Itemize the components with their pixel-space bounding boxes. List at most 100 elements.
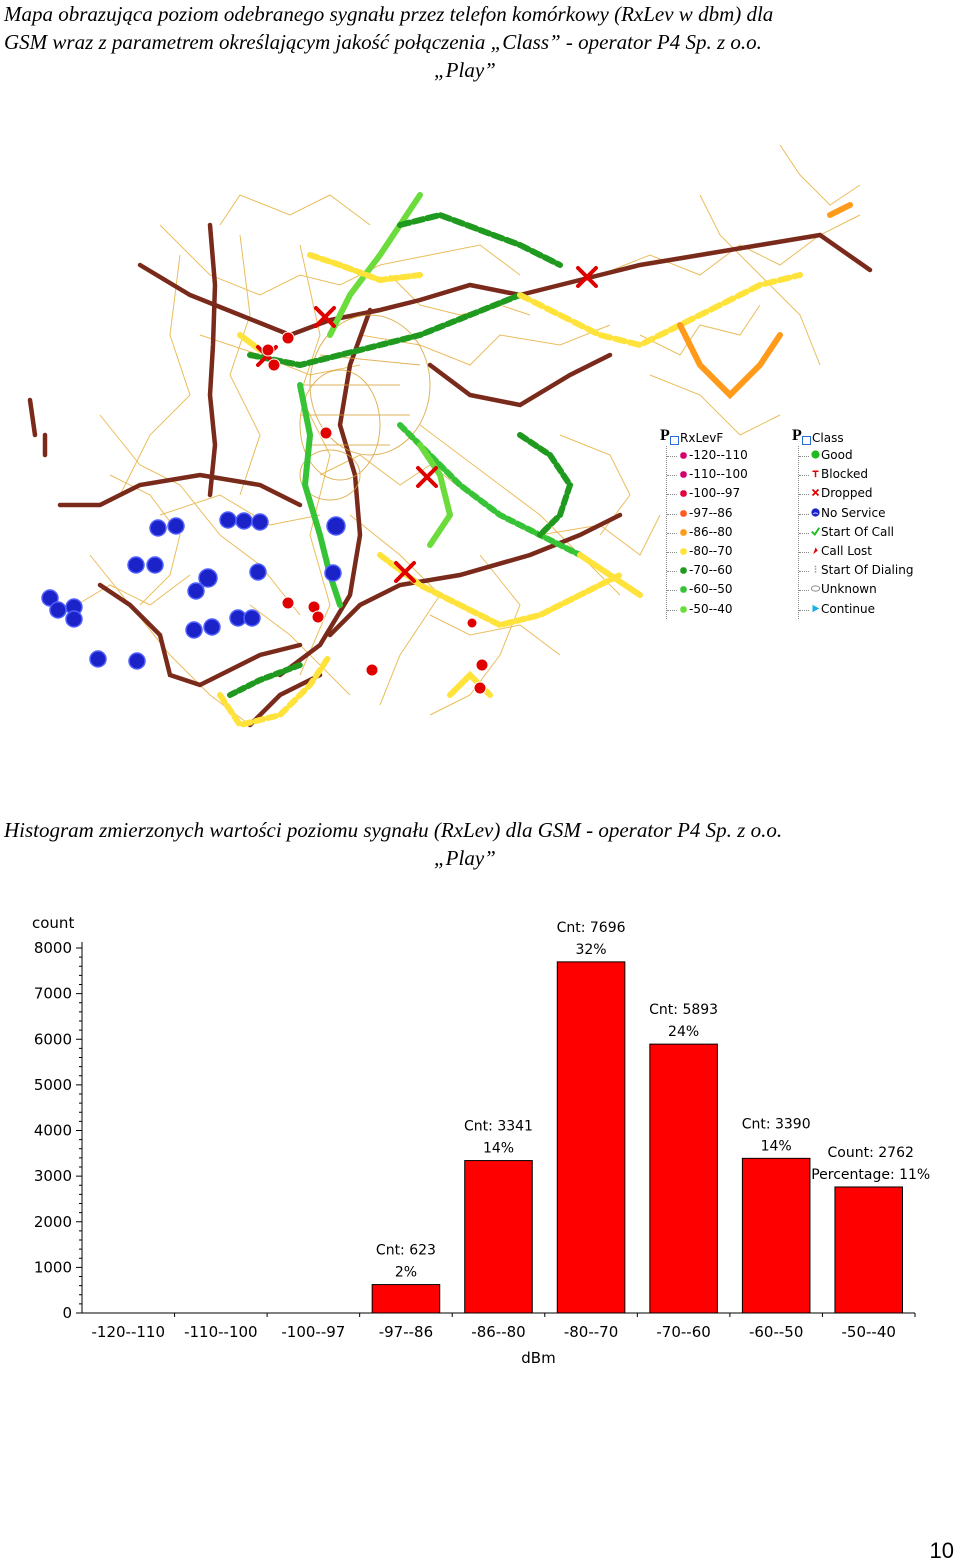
color-swatch-icon xyxy=(680,567,687,574)
dropped-icon xyxy=(811,489,820,497)
color-swatch-icon xyxy=(680,528,687,536)
call-markers xyxy=(261,331,489,695)
histogram-bar xyxy=(556,961,626,1314)
checkbox-icon xyxy=(802,436,811,445)
unknown-icon xyxy=(811,585,820,592)
bar-label-count: Cnt: 5893 xyxy=(649,1002,718,1018)
map-caption: Mapa obrazująca poziom odebranego sygnał… xyxy=(0,0,960,84)
class-legend-item: No Service xyxy=(799,504,952,523)
y-tick-label: 3000 xyxy=(34,1167,72,1185)
color-swatch-icon xyxy=(680,452,687,459)
class-legend-item: Dropped xyxy=(799,484,952,503)
class-legend-item: Continue xyxy=(799,600,952,619)
class-legend: P Class Good Blocked Dropped No Service Star… xyxy=(792,428,952,619)
histogram-bar xyxy=(649,1043,718,1314)
class-legend-label: Start Of Call xyxy=(821,524,895,539)
good-icon xyxy=(811,450,820,459)
class-legend-rows: Good Blocked Dropped No Service Start Of Cal… xyxy=(798,446,952,619)
y-tick-label: 8000 xyxy=(34,939,72,957)
bar-label-percent: 32% xyxy=(575,942,606,958)
class-legend-label: Blocked xyxy=(821,467,869,482)
signal-map: P RxLevF -120--110 -110--100 -100--97 -97--… xyxy=(0,135,960,755)
rxlev-legend-label: -50--40 xyxy=(689,601,733,616)
histogram-bar xyxy=(741,1157,811,1314)
x-tick-label: -97--86 xyxy=(379,1323,433,1341)
rxlev-legend-label: -110--100 xyxy=(689,467,748,482)
class-legend-item: Blocked xyxy=(799,465,952,484)
rxlev-legend-item: -50--40 xyxy=(667,600,780,619)
rxlev-legend-item: -70--60 xyxy=(667,561,780,580)
color-swatch-icon xyxy=(680,471,687,479)
color-swatch-icon xyxy=(680,509,687,517)
bar-label-percent: Percentage: 11% xyxy=(811,1167,930,1183)
rxlev-legend-item: -110--100 xyxy=(667,465,780,484)
start-of-dialing-icon xyxy=(814,565,817,574)
rxlev-legend-label: -60--50 xyxy=(689,582,733,597)
y-tick-label: 1000 xyxy=(34,1258,72,1276)
rxlev-legend-item: -97--86 xyxy=(667,504,780,523)
dropped-markers xyxy=(256,266,598,583)
class-legend-title: Class xyxy=(812,431,844,445)
color-swatch-icon xyxy=(680,490,687,498)
rxlev-legend-label: -80--70 xyxy=(689,543,733,558)
histogram-caption-line1: Histogram zmierzonych wartości poziomu s… xyxy=(4,818,783,842)
y-axis-label: count xyxy=(32,914,74,932)
x-tick-label: -70--60 xyxy=(656,1323,710,1341)
bar-label-count: Cnt: 7696 xyxy=(557,920,626,936)
rxlev-legend-item: -120--110 xyxy=(667,446,780,465)
blocked-icon xyxy=(812,470,819,478)
rxlev-legend-label: -86--80 xyxy=(689,524,733,539)
bar-label-count: Cnt: 623 xyxy=(376,1243,436,1259)
rxlev-legend-item: -60--50 xyxy=(667,580,780,599)
class-legend-header: P Class xyxy=(792,428,952,446)
bar-label-percent: 24% xyxy=(668,1024,699,1040)
x-tick-label: -50--40 xyxy=(842,1323,896,1341)
city-centre xyxy=(299,314,431,501)
x-tick-label: -120--110 xyxy=(92,1323,166,1341)
rxlev-legend-label: -100--97 xyxy=(689,486,741,501)
bar-label-percent: 14% xyxy=(483,1141,514,1157)
class-legend-item: Start Of Call xyxy=(799,523,952,542)
bar-label-percent: 14% xyxy=(761,1138,792,1154)
rxlev-legend-label: -70--60 xyxy=(689,563,733,578)
class-legend-label: No Service xyxy=(821,505,886,520)
no-service-icon xyxy=(811,507,820,517)
rxlev-legend-item: -80--70 xyxy=(667,542,780,561)
histogram-svg: count 0 1000 2000 3000 4000 5000 6000 7000 8000 -1… xyxy=(32,914,930,1367)
y-tick-label: 4000 xyxy=(34,1122,72,1140)
class-legend-label: Dropped xyxy=(821,486,873,501)
class-legend-item: Unknown xyxy=(799,580,952,599)
y-tick-label: 6000 xyxy=(34,1030,72,1048)
x-tick-label: -80--70 xyxy=(564,1323,618,1341)
rxlev-legend-rows: -120--110 -110--100 -100--97 -97--86 -86--80… xyxy=(666,446,780,619)
class-legend-item: Call Lost xyxy=(799,542,952,561)
y-tick-label: 0 xyxy=(62,1304,72,1322)
rxlev-legend-label: -97--86 xyxy=(689,505,733,520)
y-tick-label: 2000 xyxy=(34,1213,72,1231)
bar-label-count: Cnt: 3341 xyxy=(464,1119,533,1135)
y-tick-label: 7000 xyxy=(34,985,72,1003)
layer-icon: P xyxy=(660,427,670,444)
rxlev-legend-item: -86--80 xyxy=(667,523,780,542)
x-tick-label: -60--50 xyxy=(749,1323,803,1341)
continue-icon xyxy=(812,604,820,612)
bar-label-count: Count: 2762 xyxy=(828,1145,914,1161)
x-tick-label: -100--97 xyxy=(281,1323,345,1341)
map-caption-line3: „Play” xyxy=(434,58,496,82)
map-drawing xyxy=(27,144,873,729)
histogram-caption-line2: „Play” xyxy=(434,846,496,870)
rxlev-legend-title: RxLevF xyxy=(680,431,724,445)
map-caption-line2: GSM wraz z parametrem określającym jakoś… xyxy=(4,30,762,54)
call-lost-icon xyxy=(813,547,818,555)
minor-streets xyxy=(59,144,861,726)
measurement-routes xyxy=(217,192,853,729)
class-legend-item: Start Of Dialing xyxy=(799,561,952,580)
start-of-call-icon xyxy=(811,526,820,536)
class-legend-label: Unknown xyxy=(821,582,877,597)
x-axis-label: dBm xyxy=(521,1349,555,1367)
x-tick-label: -110--100 xyxy=(184,1323,258,1341)
rxlev-legend-label: -120--110 xyxy=(689,448,748,462)
main-roads xyxy=(27,222,873,728)
color-swatch-icon xyxy=(680,586,687,594)
rxlev-legend: P RxLevF -120--110 -110--100 -100--97 -97--… xyxy=(660,427,780,619)
